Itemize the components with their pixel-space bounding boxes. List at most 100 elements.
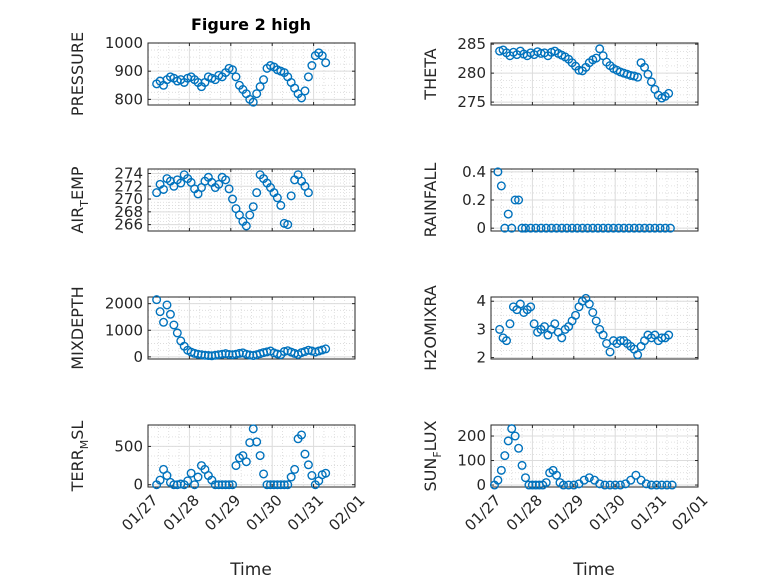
data-point — [248, 202, 258, 212]
data-point — [577, 223, 587, 233]
data-point — [507, 424, 517, 434]
data-point — [514, 443, 524, 453]
data-point — [579, 475, 589, 485]
data-point — [221, 480, 231, 490]
axes-box — [490, 296, 699, 360]
data-point — [303, 460, 313, 470]
data-point — [588, 308, 598, 318]
data-point — [515, 299, 525, 309]
data-point — [605, 347, 615, 357]
y-axis-label: SUNFLUX — [421, 420, 444, 491]
y-axis-label-main: SUN — [421, 458, 440, 492]
data-point — [503, 209, 513, 219]
y-axis-label-tail: LUX — [421, 420, 440, 451]
data-point — [557, 223, 567, 233]
y-axis-label-main: RAINFALL — [421, 163, 440, 238]
y-tick-label: 0 — [133, 348, 143, 366]
data-point — [505, 319, 515, 329]
data-point — [646, 77, 656, 87]
data-point — [214, 179, 224, 189]
data-point — [214, 480, 224, 490]
data-point — [300, 86, 310, 96]
data-point — [664, 88, 674, 98]
data-point — [259, 75, 269, 85]
data-point — [524, 480, 534, 490]
data-point — [600, 480, 610, 490]
data-point — [276, 200, 286, 210]
data-point — [502, 336, 512, 346]
y-axis-label-tail: EMP — [68, 166, 87, 200]
data-point — [526, 223, 536, 233]
data-point — [514, 195, 524, 205]
data-point — [640, 62, 650, 72]
y-axis-label-subscript: T — [78, 200, 91, 208]
data-point — [252, 437, 262, 447]
data-point — [595, 44, 605, 54]
data-point — [259, 469, 269, 479]
y-tick-label: 285 — [457, 35, 486, 53]
data-point — [493, 167, 503, 177]
data-point — [652, 480, 662, 490]
data-point — [262, 480, 272, 490]
y-axis-label-main: MIXDEPTH — [68, 286, 87, 369]
data-point — [550, 319, 560, 329]
y-tick-label: 2000 — [105, 295, 143, 313]
data-point — [595, 479, 605, 489]
data-point — [662, 480, 672, 490]
data-point — [272, 193, 282, 203]
x-axis-label-left: Time — [229, 560, 272, 580]
y-tick-label: 1000 — [105, 34, 143, 52]
data-point — [536, 223, 546, 233]
data-point — [495, 324, 505, 334]
axes-box — [147, 168, 356, 232]
y-axis-label: PRESSURE — [68, 32, 87, 116]
data-point — [231, 461, 241, 471]
data-point — [557, 333, 567, 343]
data-point — [500, 451, 510, 461]
y-tick-label: 100 — [457, 452, 486, 470]
data-point — [283, 480, 293, 490]
data-point — [583, 223, 593, 233]
data-point — [155, 307, 165, 317]
data-point — [321, 468, 331, 478]
data-point — [605, 480, 615, 490]
data-point — [572, 223, 582, 233]
data-point — [521, 223, 531, 233]
data-point — [615, 480, 625, 490]
data-point — [665, 223, 675, 233]
data-point — [610, 480, 620, 490]
data-point — [667, 480, 677, 490]
data-point — [152, 295, 162, 305]
data-point — [307, 471, 317, 481]
data-point — [165, 309, 175, 319]
data-point — [252, 188, 262, 198]
subplot-theta: 275 280 285 THETA — [421, 35, 699, 111]
data-point — [321, 58, 331, 68]
y-tick-label: 900 — [114, 62, 143, 80]
data-point — [228, 480, 238, 490]
y-tick-label: 0.2 — [462, 191, 486, 209]
y-axis-label: H2OMIXRA — [421, 285, 440, 371]
data-point — [248, 424, 258, 434]
y-tick-label: 4 — [476, 292, 486, 310]
data-point — [655, 223, 665, 233]
data-point — [603, 223, 613, 233]
y-tick-label: 2 — [476, 349, 486, 367]
data-point — [643, 69, 653, 79]
data-point — [541, 478, 551, 488]
data-point — [255, 82, 265, 92]
data-point — [224, 480, 234, 490]
data-point — [241, 457, 251, 467]
y-tick-label: 272 — [114, 177, 143, 195]
axes-box — [490, 42, 699, 106]
data-point — [664, 330, 674, 340]
data-point — [265, 480, 275, 490]
data-point — [190, 480, 200, 490]
data-point — [307, 61, 317, 71]
y-axis-label: TERRMSL — [68, 421, 91, 493]
y-tick-label: 0 — [476, 476, 486, 494]
y-tick-label: 1000 — [105, 321, 143, 339]
data-point — [228, 194, 238, 204]
